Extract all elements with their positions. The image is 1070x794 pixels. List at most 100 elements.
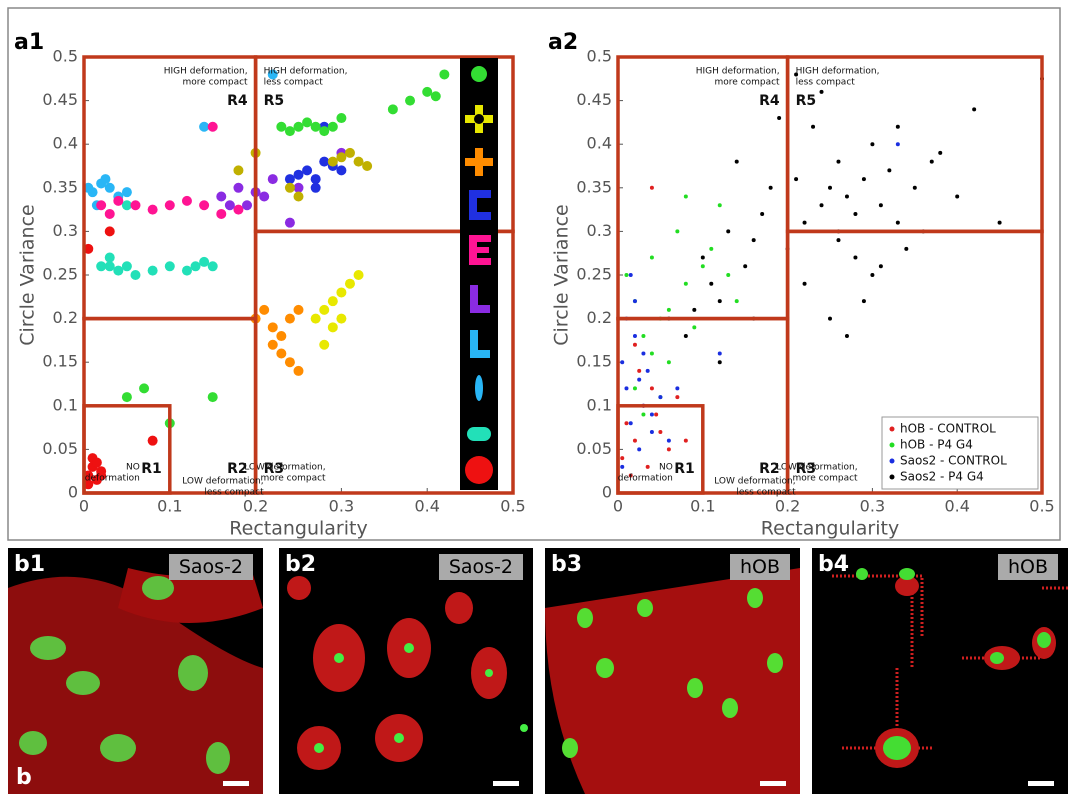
point: [735, 160, 739, 164]
point: [904, 247, 908, 251]
point: [122, 261, 132, 271]
point: [735, 299, 739, 303]
region-note: HIGH deformation,: [796, 67, 880, 77]
x-tick-label: 0.4: [944, 497, 969, 516]
point: [675, 229, 679, 233]
point: [105, 253, 115, 263]
x-tick-label: 0: [613, 497, 623, 516]
y-tick-label: 0.5: [53, 47, 78, 66]
point: [328, 296, 338, 306]
point: [709, 282, 713, 286]
point: [216, 209, 226, 219]
cells: [812, 548, 1068, 794]
point: [701, 264, 705, 268]
point: [422, 87, 432, 97]
point: [752, 238, 756, 242]
region-label: R5: [264, 93, 285, 109]
point: [294, 170, 304, 180]
point: [658, 430, 662, 434]
point: [650, 413, 654, 417]
point: [845, 195, 849, 199]
charts: a100.050.10.150.20.250.30.350.40.450.500…: [0, 0, 1070, 545]
point: [684, 282, 688, 286]
point: [319, 340, 329, 350]
micrograph: b2 Saos-2: [279, 548, 533, 794]
region-note: deformation: [618, 474, 673, 484]
point: [216, 192, 226, 202]
point: [726, 229, 730, 233]
region-label: R4: [759, 93, 780, 109]
point: [624, 386, 628, 390]
region-label: R5: [796, 93, 817, 109]
point: [328, 322, 338, 332]
point: [311, 122, 321, 132]
point: [777, 116, 781, 120]
y-tick-label: 0.4: [53, 134, 78, 153]
point: [998, 221, 1002, 225]
cell-type: hOB: [998, 554, 1058, 580]
point: [896, 142, 900, 146]
point: [646, 465, 650, 469]
region-note: less compact: [796, 78, 856, 88]
point: [113, 266, 123, 276]
panel-label: a2: [548, 30, 578, 55]
region-note: less compact: [264, 78, 324, 88]
point: [96, 200, 106, 210]
point: [336, 314, 346, 324]
panel-label: b2: [285, 552, 316, 577]
point: [836, 160, 840, 164]
region-label: R1: [674, 461, 695, 477]
point: [405, 96, 415, 106]
point: [130, 270, 140, 280]
x-tick-label: 0.2: [243, 497, 268, 516]
point: [803, 282, 807, 286]
legend-swatch: [890, 475, 895, 480]
point: [709, 247, 713, 251]
point: [726, 273, 730, 277]
cell-type: Saos-2: [439, 554, 523, 580]
point: [328, 122, 338, 132]
point: [828, 186, 832, 190]
region-note: HIGH deformation,: [164, 67, 248, 77]
figure-label: b: [16, 765, 32, 790]
point: [165, 261, 175, 271]
point: [105, 183, 115, 193]
point: [794, 177, 798, 181]
point: [701, 256, 705, 260]
panel-label: b3: [551, 552, 582, 577]
point: [870, 273, 874, 277]
point: [431, 91, 441, 101]
y-tick-label: 0.35: [42, 177, 78, 196]
point: [650, 186, 654, 190]
point: [165, 200, 175, 210]
point: [336, 165, 346, 175]
y-tick-label: 0.4: [587, 134, 612, 153]
micrograph: b1 Saos-2 b: [8, 548, 263, 794]
point: [199, 200, 209, 210]
y-tick-label: 0.05: [576, 439, 612, 458]
point: [624, 273, 628, 277]
y-tick-label: 0.35: [576, 177, 612, 196]
region-label: R3: [264, 461, 285, 477]
x-tick-label: 0.4: [414, 497, 439, 516]
point: [302, 117, 312, 127]
point: [96, 261, 106, 271]
point: [637, 447, 641, 451]
y-tick-label: 0.5: [587, 47, 612, 66]
point: [276, 348, 286, 358]
point: [667, 360, 671, 364]
point: [913, 186, 917, 190]
region-note: NO: [126, 463, 140, 473]
point: [853, 212, 857, 216]
point: [862, 177, 866, 181]
point: [684, 334, 688, 338]
y-tick-label: 0.3: [53, 221, 78, 240]
point: [743, 264, 747, 268]
point: [887, 168, 891, 172]
point: [259, 192, 269, 202]
point: [633, 386, 637, 390]
x-tick-label: 0: [79, 497, 89, 516]
point: [122, 392, 132, 402]
point: [285, 126, 295, 136]
point: [354, 157, 364, 167]
